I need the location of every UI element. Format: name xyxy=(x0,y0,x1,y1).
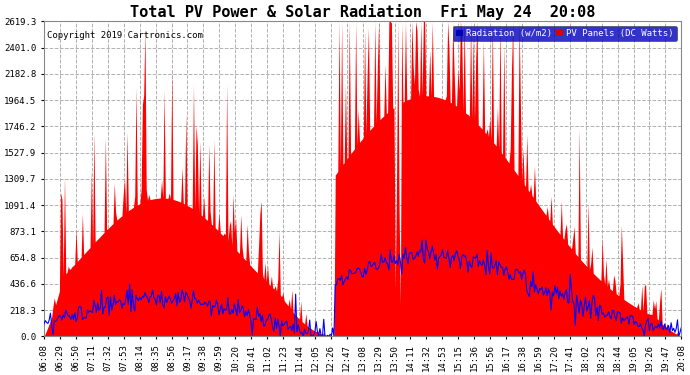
Legend: Radiation (w/m2), PV Panels (DC Watts): Radiation (w/m2), PV Panels (DC Watts) xyxy=(453,26,677,41)
Text: Copyright 2019 Cartronics.com: Copyright 2019 Cartronics.com xyxy=(47,31,203,40)
Title: Total PV Power & Solar Radiation  Fri May 24  20:08: Total PV Power & Solar Radiation Fri May… xyxy=(130,4,595,20)
